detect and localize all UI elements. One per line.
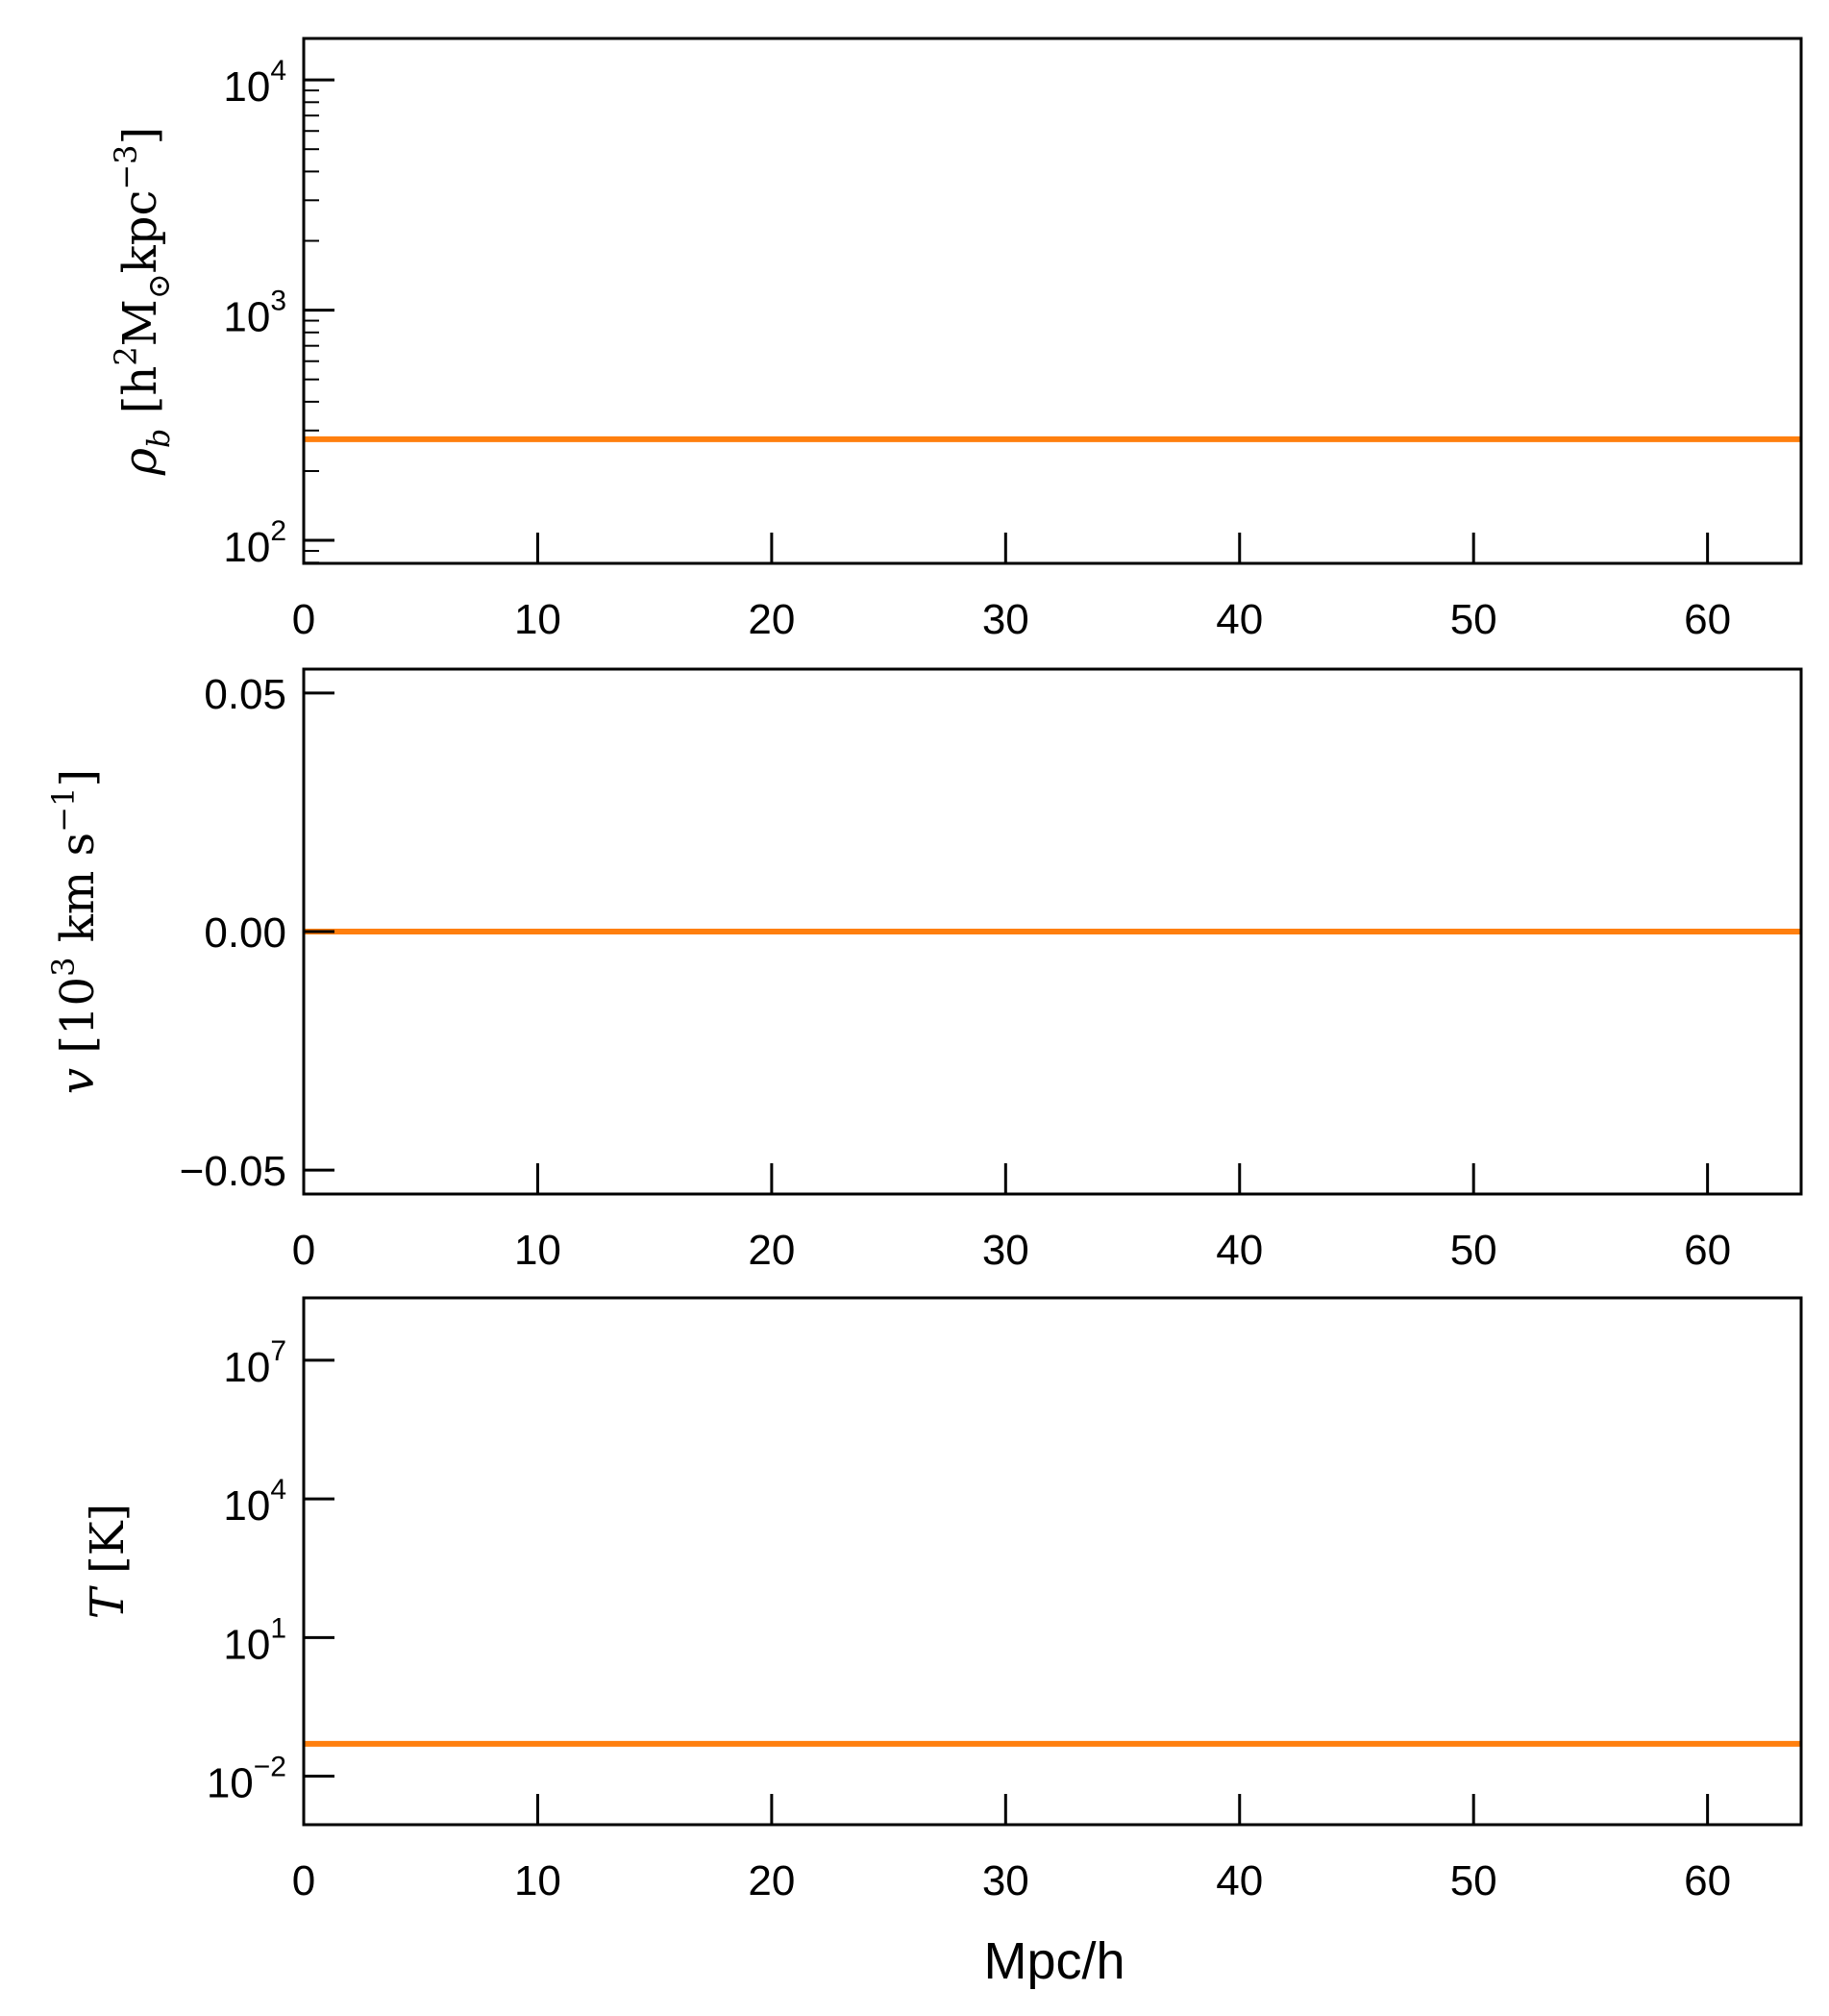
- y-tick-exponent: 1: [270, 1612, 286, 1644]
- y-tick-base: 10: [207, 1760, 254, 1807]
- x-tick-label: 0: [292, 1227, 315, 1274]
- y-tick-label: 104: [223, 1474, 286, 1530]
- y-tick-base: 10: [223, 1621, 270, 1668]
- y-tick-exponent: 4: [270, 55, 286, 87]
- x-tick-label: 20: [748, 596, 795, 643]
- x-tick-label: 20: [748, 1227, 795, 1274]
- y-label-unit: M: [113, 299, 167, 346]
- y-label-superscript: −1: [45, 787, 82, 833]
- y-tick-base: 10: [223, 1482, 270, 1530]
- y-tick-base: 10: [223, 1344, 270, 1391]
- y-axis-label: ρb [h2M⊙kpc−3]: [108, 127, 177, 477]
- x-tick-label: 50: [1450, 596, 1497, 643]
- y-tick-exponent: 3: [270, 286, 286, 317]
- y-tick-base: 10: [223, 63, 270, 111]
- x-axis-label: Mpc/h: [983, 1932, 1125, 1990]
- y-label-superscript: 3: [45, 958, 82, 977]
- x-tick-label: 40: [1216, 1857, 1263, 1904]
- y-tick-label: 102: [223, 515, 286, 571]
- x-tick-label: 20: [748, 1857, 795, 1904]
- y-tick-label: 10−2: [207, 1752, 286, 1807]
- y-label-subscript: b: [140, 429, 177, 448]
- x-tick-label: 10: [514, 1227, 561, 1274]
- x-tick-label: 40: [1216, 596, 1263, 643]
- y-tick-label: 107: [223, 1335, 286, 1391]
- y-tick-exponent: −2: [254, 1752, 286, 1783]
- y-label-unit: ]: [51, 769, 105, 787]
- y-tick-label: 0.00: [204, 909, 286, 957]
- x-tick-label: 0: [292, 596, 315, 643]
- x-tick-label: 60: [1684, 1857, 1731, 1904]
- y-label-unit: ]: [113, 127, 167, 145]
- x-tick-label: 30: [982, 1227, 1029, 1274]
- y-tick-base: 10: [223, 294, 270, 341]
- y-axis-label: T [K]: [81, 1504, 135, 1620]
- y-tick-label: 0.05: [204, 671, 286, 718]
- y-label-unit: kpc: [113, 190, 167, 274]
- y-label-subscript: ⊙: [140, 273, 177, 299]
- y-label-symbol: ρ: [113, 448, 167, 476]
- axes-frame: [302, 667, 1803, 1196]
- y-tick-exponent: 4: [270, 1474, 286, 1506]
- y-tick-exponent: 7: [270, 1335, 286, 1367]
- y-label-superscript: −3: [108, 144, 144, 189]
- x-tick-label: 0: [292, 1857, 315, 1904]
- y-axis-label: v [103 km s−1]: [45, 769, 105, 1094]
- y-label-symbol: T: [81, 1585, 135, 1619]
- y-tick-exponent: 2: [270, 515, 286, 547]
- x-tick-label: 30: [982, 596, 1029, 643]
- y-label-unit: km s: [51, 833, 105, 958]
- velocity-panel: 0 10 20 30 40 50 60 −0.05 0.00 0.05 v [103 km s−1]: [45, 667, 1803, 1274]
- y-label-unit: [K]: [81, 1504, 135, 1589]
- y-label-symbol: v: [51, 1068, 105, 1094]
- y-tick-label: −0.05: [180, 1148, 286, 1195]
- y-label-unit: [h: [113, 366, 167, 429]
- x-tick-label: 60: [1684, 596, 1731, 643]
- x-tick-label: 10: [514, 1857, 561, 1904]
- axes-frame: [302, 1296, 1803, 1827]
- axes-frame: [302, 37, 1803, 565]
- x-tick-label: 50: [1450, 1227, 1497, 1274]
- x-tick-label: 30: [982, 1857, 1029, 1904]
- y-tick-label: 103: [223, 286, 286, 341]
- y-label-unit: [10: [51, 977, 105, 1068]
- y-tick-label: 101: [223, 1612, 286, 1668]
- y-tick-label: 104: [223, 55, 286, 111]
- x-tick-label: 40: [1216, 1227, 1263, 1274]
- y-tick-base: 10: [223, 524, 270, 571]
- y-label-superscript: 2: [108, 346, 144, 365]
- x-tick-label: 60: [1684, 1227, 1731, 1274]
- x-tick-label: 10: [514, 596, 561, 643]
- x-tick-label: 50: [1450, 1857, 1497, 1904]
